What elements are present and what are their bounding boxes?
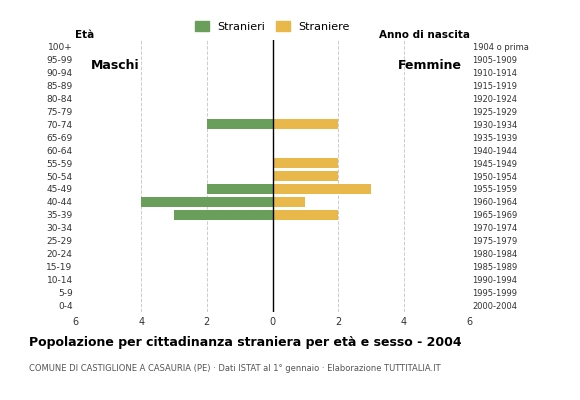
Bar (273, 184, 371, 194)
Bar (207, 184, 273, 194)
Bar (174, 210, 273, 220)
Text: COMUNE DI CASTIGLIONE A CASAURIA (PE) · Dati ISTAT al 1° gennaio · Elaborazione : COMUNE DI CASTIGLIONE A CASAURIA (PE) · … (29, 364, 441, 373)
Text: Età: Età (75, 30, 95, 40)
Text: Femmine: Femmine (398, 60, 462, 72)
Legend: Stranieri, Straniere: Stranieri, Straniere (195, 21, 350, 32)
Text: Anno di nascita: Anno di nascita (379, 30, 470, 40)
Bar (273, 158, 338, 168)
Bar (273, 210, 338, 220)
Bar (273, 119, 338, 129)
Bar (273, 171, 338, 181)
Text: Maschi: Maschi (90, 60, 139, 72)
Text: Popolazione per cittadinanza straniera per età e sesso - 2004: Popolazione per cittadinanza straniera p… (29, 336, 462, 349)
Bar (273, 197, 306, 207)
Bar (207, 119, 273, 129)
Bar (141, 197, 273, 207)
